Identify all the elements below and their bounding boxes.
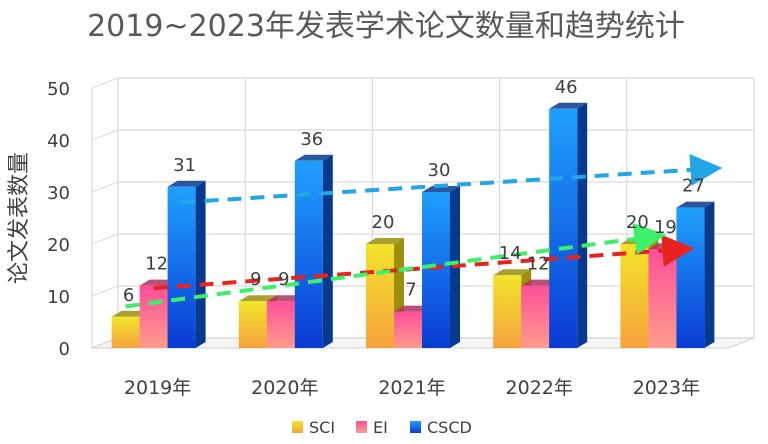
data-label-cscd-2: 36 <box>300 129 323 150</box>
data-label-sci-2: 9 <box>250 269 261 290</box>
chart-title: 2019~2023年发表学术论文数量和趋势统计 <box>87 9 685 44</box>
bar-front <box>549 108 578 348</box>
sidewall-gridline-5 <box>91 77 119 89</box>
legend-label-sci: SCI <box>309 418 335 437</box>
bar-front <box>493 275 522 348</box>
trend-arrow-sci <box>125 222 667 309</box>
bar-top <box>366 238 404 244</box>
data-label-cscd-1: 31 <box>173 155 196 176</box>
chart-legend: SCI EI CSCD <box>292 418 472 437</box>
bar-front <box>648 249 677 348</box>
bar-front <box>238 301 267 348</box>
bar-top <box>549 102 588 109</box>
bar-side <box>577 102 588 348</box>
y-tick-label: 10 <box>47 287 70 308</box>
data-label-ei-2: 9 <box>278 269 289 290</box>
bar-top <box>167 180 206 187</box>
bar-front <box>167 186 196 348</box>
x-tick-label: 2023年 <box>633 377 700 399</box>
y-tick-label: 20 <box>47 235 70 256</box>
data-label-ei-4: 12 <box>527 254 550 275</box>
bar-side <box>195 180 206 348</box>
sidewall-gridline-1 <box>91 285 119 297</box>
bar-cscd-5 <box>676 201 715 348</box>
x-tick-label: 2019年 <box>124 377 191 399</box>
chart-axis-ticks: 0 10 20 30 40 50 2019年 2020年 2021年 2022年 2023年 <box>47 79 700 399</box>
x-tick-label: 2022年 <box>506 377 573 399</box>
x-tick-label: 2020年 <box>251 377 318 399</box>
bar-front <box>366 244 394 348</box>
bar-top <box>676 201 715 208</box>
y-tick-label: 50 <box>47 79 70 100</box>
trend-arrow-cscd <box>181 153 723 205</box>
bar-front <box>294 160 323 348</box>
sidewall-gridline-4 <box>91 129 119 141</box>
y-axis-label: 论文发表数量 <box>7 152 32 284</box>
y-tick-label: 0 <box>59 339 70 360</box>
data-label-ei-3: 7 <box>405 280 416 301</box>
data-label-cscd-5: 27 <box>682 176 705 197</box>
bar-top <box>294 154 333 161</box>
bar-cscd-1 <box>167 180 206 348</box>
data-label-cscd-3: 30 <box>428 160 451 181</box>
bar-front <box>266 301 295 348</box>
x-tick-label: 2021年 <box>378 377 445 399</box>
sidewall-gridline-2 <box>91 233 119 245</box>
data-label-sci-3: 20 <box>372 212 395 233</box>
bar-top <box>238 295 277 302</box>
bar-side <box>704 201 715 348</box>
bar-front <box>422 192 450 348</box>
data-label-cscd-4: 46 <box>555 77 578 98</box>
legend-swatch-cscd <box>410 421 421 433</box>
chart-bars <box>111 102 715 348</box>
y-tick-label: 40 <box>47 131 70 152</box>
bar-front <box>111 316 140 348</box>
data-label-sci-5: 20 <box>626 212 649 233</box>
bar-side <box>322 154 333 348</box>
data-label-ei-1: 12 <box>145 254 168 275</box>
bar-front <box>620 244 649 348</box>
bar-front <box>394 311 422 348</box>
sidewall-gridline-3 <box>91 181 119 193</box>
legend-swatch-ei <box>356 421 367 433</box>
data-label-sci-4: 14 <box>499 243 522 264</box>
bar-top <box>422 186 460 192</box>
bar-top <box>493 269 532 276</box>
data-label-ei-5: 19 <box>654 217 677 238</box>
bar-front <box>676 207 705 348</box>
bar-front <box>521 285 550 348</box>
legend-label-ei: EI <box>373 418 388 437</box>
bar-front <box>139 285 168 348</box>
chart-trend-arrows <box>125 153 723 309</box>
data-label-sci-1: 6 <box>123 285 134 306</box>
legend-swatch-sci <box>292 421 303 433</box>
bar-cscd-4 <box>549 102 588 348</box>
legend-label-cscd: CSCD <box>427 418 472 437</box>
trend-arrow-ei <box>153 234 695 291</box>
y-tick-label: 30 <box>47 183 70 204</box>
bar-cscd-2 <box>294 154 333 348</box>
